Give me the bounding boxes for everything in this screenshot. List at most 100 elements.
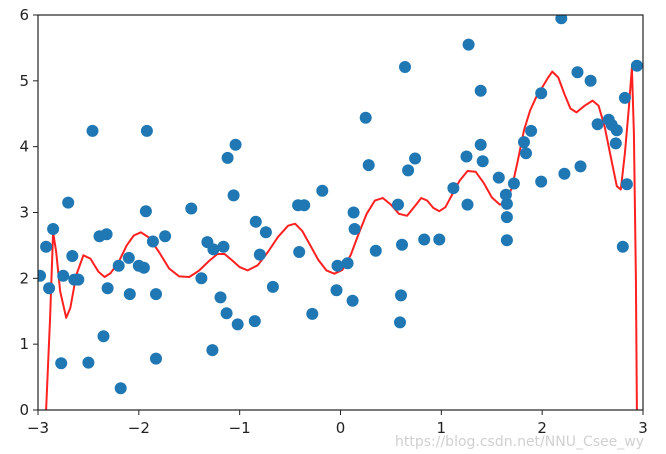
scatter-point [259,226,272,239]
scatter-point [610,124,623,137]
scatter-point [462,38,475,51]
y-tick-label: 0 [19,401,29,419]
scatter-point [185,202,198,215]
scatter-point [57,269,70,282]
scatter-point [500,211,513,224]
scatter-point [137,261,150,274]
scatter-point [248,315,261,328]
scatter-point [43,282,56,295]
scatter-point [40,240,53,253]
scatter-point [159,230,172,243]
scatter-point [476,155,489,168]
scatter-point [555,15,568,25]
y-tick-label: 1 [19,335,29,353]
scatter-point [62,196,75,209]
scatter-point [249,215,262,228]
scatter-point [293,246,306,258]
scatter-point [221,151,234,164]
y-tick-label: 3 [19,204,29,222]
scatter-point [396,238,408,251]
scatter-point [474,138,487,151]
scatter-point [395,289,407,302]
scatter-point [206,344,219,357]
scatter-point [392,198,404,211]
scatter-point [123,288,136,301]
scatter-point [146,235,159,248]
scatter-point [630,59,643,72]
scatter-point [140,124,153,137]
scatter-point [229,138,242,151]
scatter-point [618,91,631,104]
scatter-point [500,197,513,210]
scatter-point [150,352,162,365]
scatter-point [227,189,240,202]
scatter-point [112,259,125,272]
scatter-point [214,291,227,304]
y-tick-label: 6 [19,6,29,24]
scatter-point [82,356,95,369]
scatter-point [347,206,360,219]
scatter-point [558,167,571,180]
scatter-point [330,284,343,297]
scatter-point [266,280,279,293]
watermark-text: https://blog.csdn.net/NNU_Csee_wy [395,434,644,450]
scatter-point [38,269,46,282]
y-axis: 0 1 2 3 4 5 6 [19,6,38,419]
scatter-point [402,164,415,177]
scatter-point [507,177,520,190]
x-axis: −3 −2 −1 0 1 2 3 [27,410,648,437]
scatter-point [492,171,505,184]
scatter-point [122,251,135,264]
scatter-point [461,198,474,211]
scatter-point [535,175,548,188]
scatter-point [369,244,382,257]
scatter-point [195,272,208,285]
scatter-point [72,273,85,286]
x-tick-label: −2 [128,419,150,437]
scatter-point [609,137,622,150]
x-tick-label: 1 [437,419,447,437]
scatter-point [207,243,220,256]
scatter-point [100,228,113,241]
scatter-point [150,288,162,301]
scatter-point [535,87,548,100]
scatter-point [298,199,311,212]
scatter-point [253,248,266,261]
scatter-point [231,318,244,331]
scatter-point [620,178,633,191]
scatter-point [114,382,127,395]
scatter-point [47,223,60,235]
y-tick-label: 2 [19,269,29,287]
scatter-point [418,233,431,246]
scatter-point [525,124,538,137]
scatter-point [571,66,584,79]
scatter-point [97,330,110,343]
scatter-point [316,184,329,197]
scatter-point [584,74,597,87]
scatter-point [220,307,233,320]
scatter-point [499,188,512,201]
scatter-point [460,150,473,163]
scatter-point [341,257,354,270]
x-tick-label: −1 [229,419,251,437]
x-tick-label: 3 [638,419,648,437]
scatter-point [574,160,587,173]
scatter-point [500,234,513,247]
scatter-point [306,307,319,320]
x-tick-label: 0 [336,419,346,437]
scatter-point [346,294,359,307]
y-tick-label: 5 [19,72,29,90]
x-tick-label: −3 [27,419,49,437]
fit-curve [45,66,638,410]
scatter-point [66,250,79,262]
scatter-point [101,282,114,295]
scatter-point [394,316,406,329]
y-tick-label: 4 [19,138,29,156]
scatter-point [474,84,487,97]
scatter-point [409,152,422,165]
scatter-point [591,118,604,131]
scatter-point [348,223,361,235]
x-tick-label: 2 [537,419,547,437]
scatter-point [518,136,530,149]
